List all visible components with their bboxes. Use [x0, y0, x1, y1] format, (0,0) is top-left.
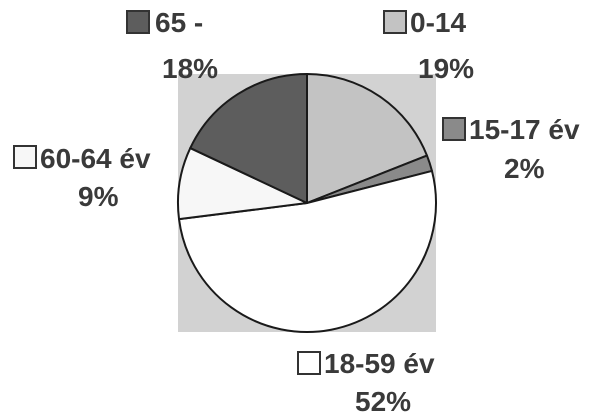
slice-label-65: 65 - [155, 7, 203, 38]
slice-label-0-14: 0-14 [410, 7, 466, 38]
slice-label-18-59: 18-59 év [324, 348, 435, 379]
slice-label-15-17: 15-17 év [469, 114, 580, 145]
legend-swatch-65 [126, 10, 150, 34]
slice-percent-0-14: 19% [418, 53, 474, 84]
legend-swatch-60-64 [13, 145, 37, 169]
pie-slice-0-14 [306, 73, 428, 204]
pie-slice-65 [189, 73, 308, 204]
slice-label-60-64: 60-64 év [40, 143, 151, 174]
legend-swatch-0-14 [383, 10, 407, 34]
slice-percent-18-59: 52% [355, 386, 411, 417]
legend-swatch-18-59 [297, 351, 321, 375]
slice-percent-65: 18% [162, 53, 218, 84]
slice-percent-15-17: 2% [504, 153, 545, 184]
legend-swatch-15-17 [442, 117, 466, 141]
slice-percent-60-64: 9% [78, 181, 119, 212]
